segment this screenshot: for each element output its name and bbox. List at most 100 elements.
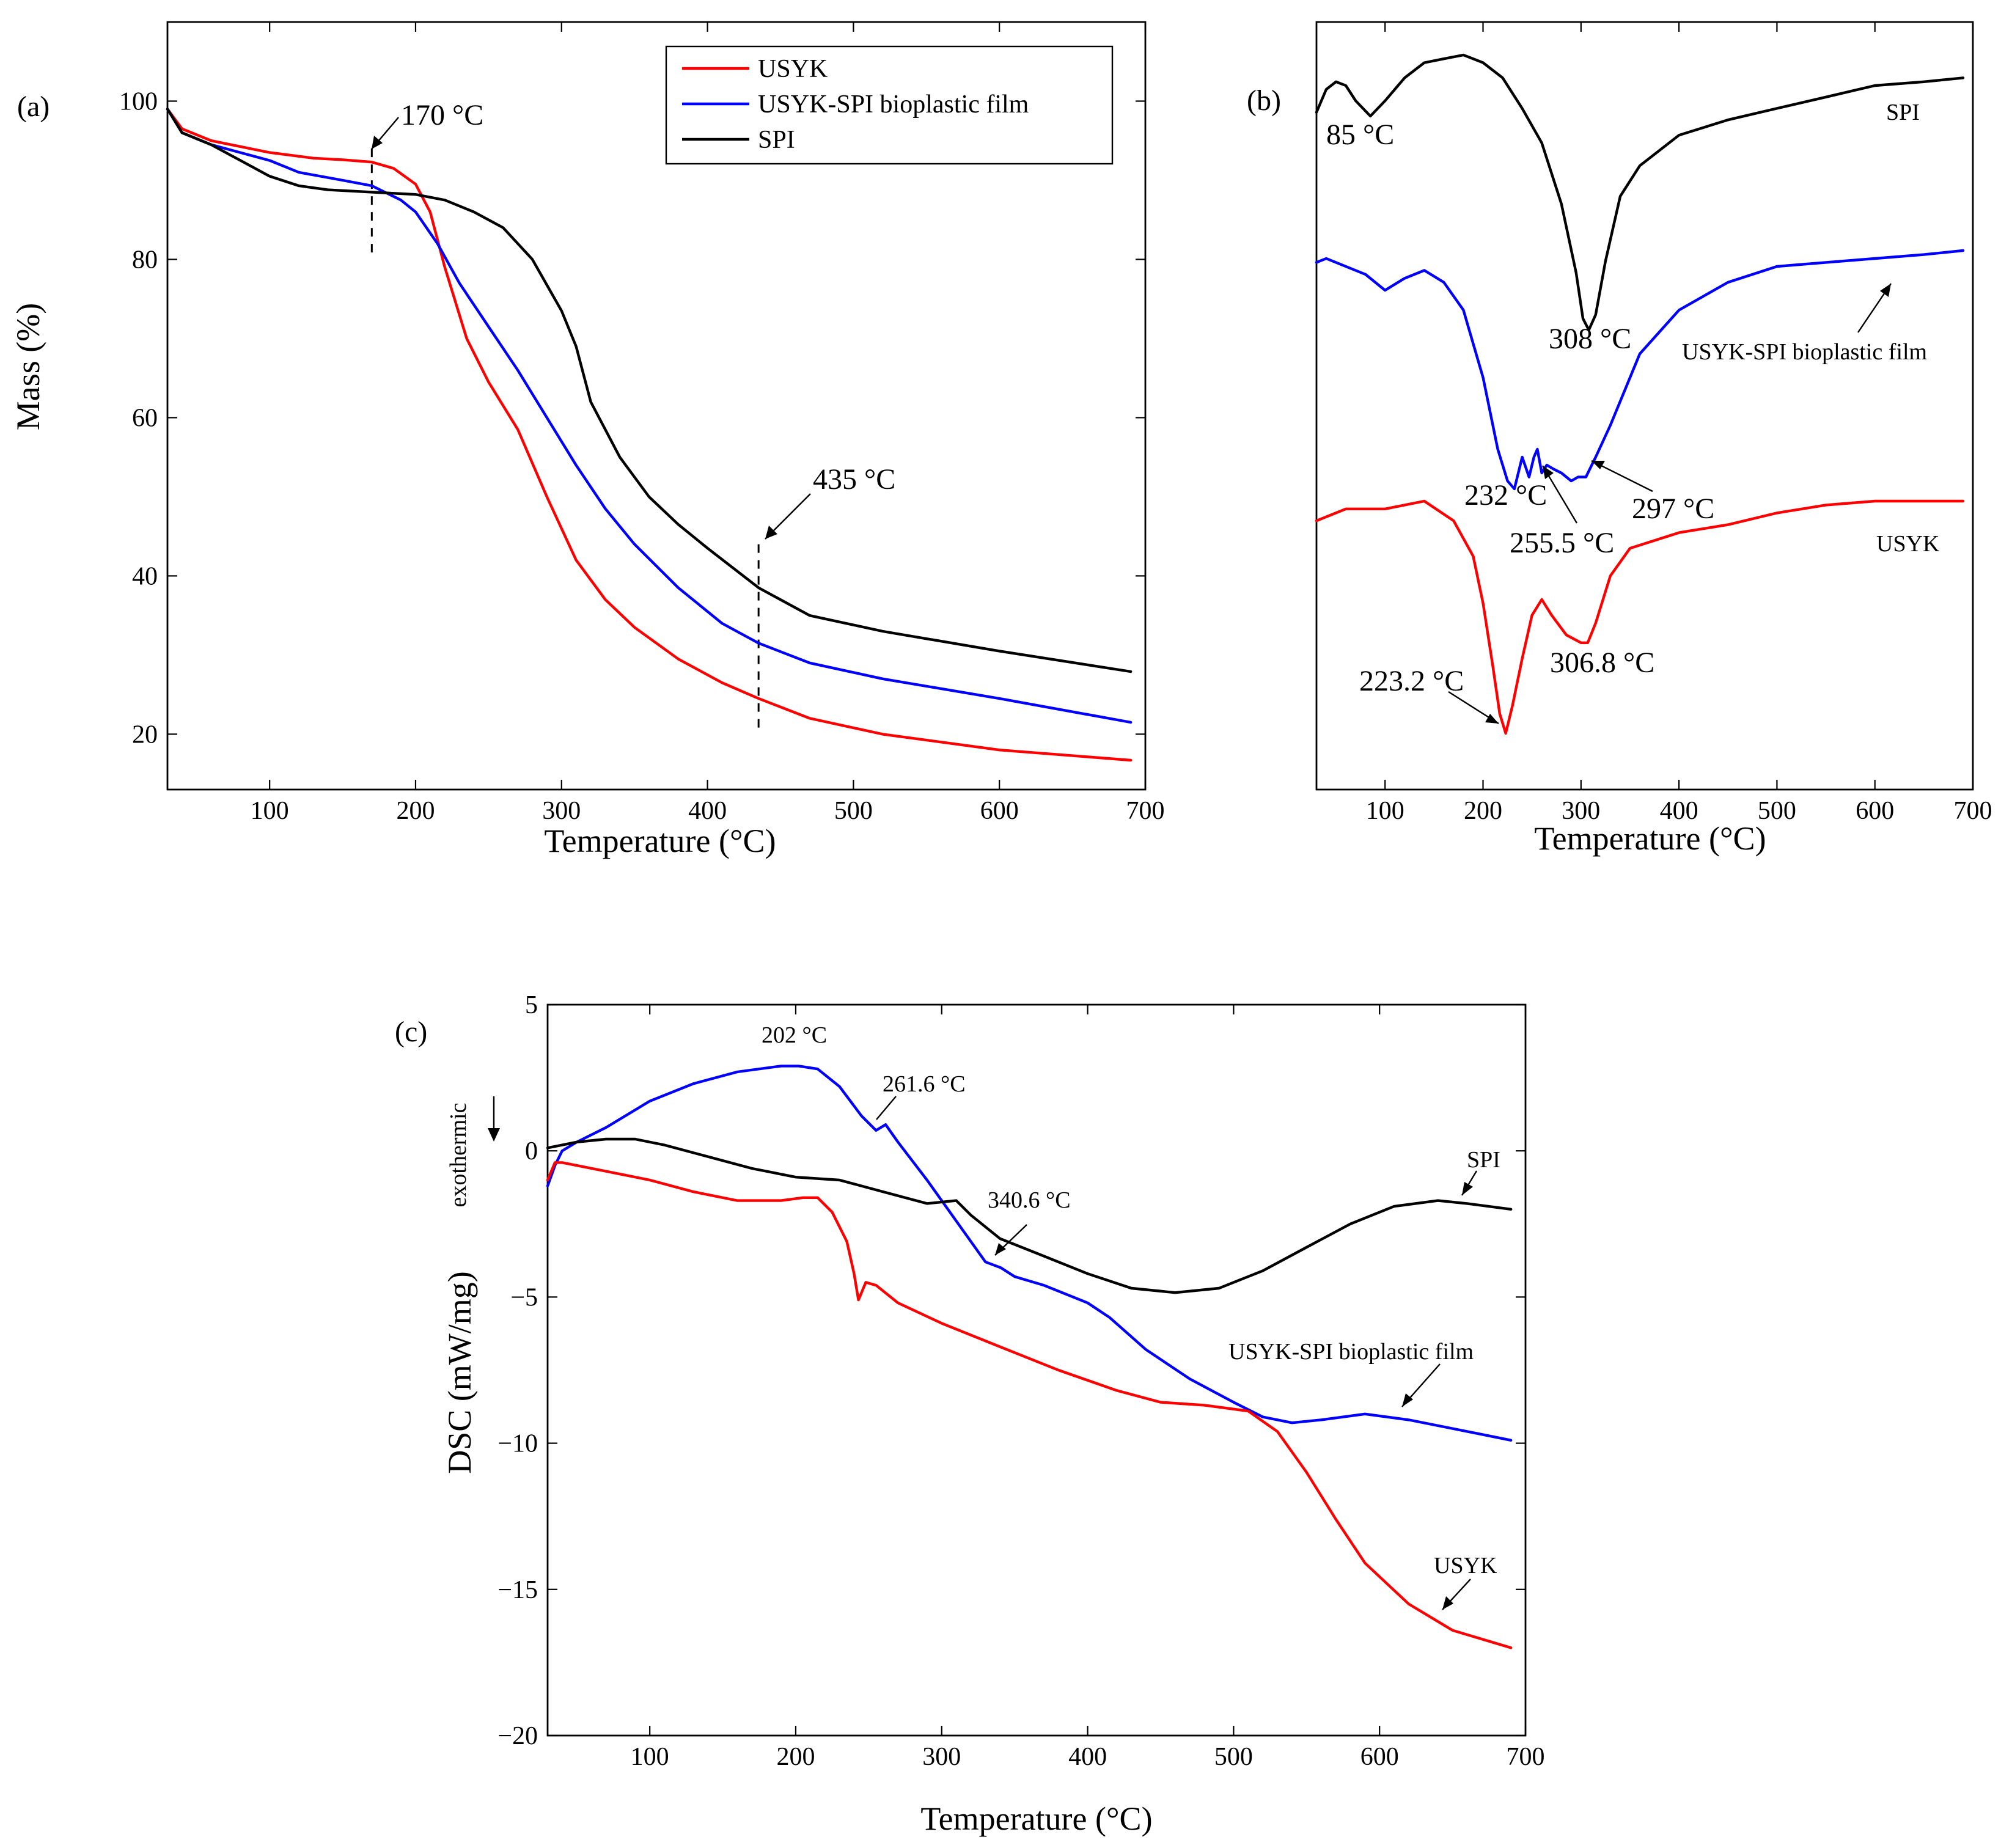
x-tick-label: 500 bbox=[1214, 1743, 1253, 1771]
panel-c-arrowhead-usyk-spi bbox=[1402, 1393, 1413, 1407]
panel-c-y-axis-title: DSC (mW/mg) bbox=[441, 1271, 478, 1474]
x-tick-label: 400 bbox=[688, 797, 727, 825]
y-tick-label: 60 bbox=[132, 404, 158, 432]
x-tick-label: 500 bbox=[834, 797, 873, 825]
x-tick-label: 300 bbox=[922, 1743, 961, 1771]
panel-a-y-axis-title: Mass (%) bbox=[10, 303, 46, 430]
panel-a-legend: USYK USYK-SPI bioplastic film SPI bbox=[665, 45, 1114, 165]
panel-c-exothermic-label: exothermic bbox=[446, 1103, 471, 1208]
y-tick-label: −15 bbox=[497, 1576, 538, 1604]
panel-b-label: (b) bbox=[1247, 84, 1281, 117]
x-tick-label: 200 bbox=[396, 797, 435, 825]
y-tick-label: 5 bbox=[525, 991, 538, 1019]
panel-c-y-axis: −20 −15 −10 −5 0 5 bbox=[497, 991, 1526, 1750]
panel-b-annotation-306-8: 306.8 °C bbox=[1550, 647, 1654, 679]
x-tick-label: 600 bbox=[980, 797, 1019, 825]
panel-b-arrowhead-223-2 bbox=[1485, 714, 1499, 724]
x-tick-label: 400 bbox=[1660, 797, 1698, 825]
panel-b-x-axis-title: Temperature (°C) bbox=[1534, 820, 1766, 857]
series-line-usyk-spi-bioplastic-film bbox=[1315, 249, 1965, 491]
x-tick-label: 500 bbox=[1758, 797, 1796, 825]
x-tick-label: 400 bbox=[1068, 1743, 1107, 1771]
y-tick-label: −10 bbox=[497, 1430, 538, 1458]
panel-c-x-axis-title: Temperature (°C) bbox=[920, 1800, 1152, 1837]
panel-c-arrowhead-340-6 bbox=[995, 1243, 1006, 1255]
x-tick-label: 200 bbox=[776, 1743, 815, 1771]
x-tick-label: 100 bbox=[1366, 797, 1404, 825]
y-tick-label: 100 bbox=[119, 87, 158, 116]
x-tick-label: 700 bbox=[1126, 797, 1165, 825]
panel-a-label: (a) bbox=[17, 90, 50, 123]
panel-b-annotation-223-2: 223.2 °C bbox=[1359, 665, 1464, 697]
series-line-usyk bbox=[1315, 499, 1965, 735]
panel-b-plot-frame bbox=[1315, 21, 1974, 791]
series-line-spi bbox=[546, 1137, 1513, 1294]
panel-a-plot-frame bbox=[166, 21, 1147, 791]
legend-label-spi: SPI bbox=[758, 126, 795, 154]
panel-b-arrowhead-usyk-spi bbox=[1880, 284, 1891, 297]
x-tick-label: 600 bbox=[1856, 797, 1894, 825]
y-tick-label: 20 bbox=[132, 721, 158, 749]
panel-a-tga-chart: 100 200 300 400 500 600 700 20 40 60 80 100 (a) Ma… bbox=[10, 21, 1165, 859]
y-tick-label: −5 bbox=[510, 1283, 538, 1311]
panel-c-annotation-261-6: 261.6 °C bbox=[883, 1071, 966, 1097]
y-tick-label: −20 bbox=[497, 1722, 538, 1750]
panel-b-x-axis: 100 200 300 400 500 600 700 bbox=[1366, 22, 1992, 825]
panel-b-series-label-usyk-spi: USYK-SPI bioplastic film bbox=[1682, 339, 1927, 365]
legend-label-usyk: USYK bbox=[758, 55, 828, 83]
panel-b-annotation-297: 297 °C bbox=[1632, 493, 1714, 525]
panel-b-series-label-spi: SPI bbox=[1886, 100, 1920, 125]
panel-c-x-axis: 100 200 300 400 500 600 700 bbox=[631, 1005, 1545, 1771]
series-line-usyk bbox=[166, 108, 1133, 762]
panel-c-series-label-usyk-spi: USYK-SPI bioplastic film bbox=[1228, 1339, 1474, 1365]
panel-c-arrowhead-spi bbox=[1462, 1182, 1473, 1195]
x-tick-label: 300 bbox=[542, 797, 581, 825]
x-tick-label: 300 bbox=[1562, 797, 1600, 825]
x-tick-label: 200 bbox=[1464, 797, 1502, 825]
panel-c-annotation-340-6: 340.6 °C bbox=[988, 1187, 1071, 1213]
panel-a-y-axis: 20 40 60 80 100 bbox=[119, 87, 1145, 749]
panel-c-annotation-202: 202 °C bbox=[762, 1022, 827, 1048]
panel-b-series-label-usyk: USYK bbox=[1876, 531, 1940, 557]
panel-c-arrowhead-usyk bbox=[1442, 1596, 1453, 1610]
panel-c-series-label-usyk: USYK bbox=[1434, 1553, 1497, 1579]
series-line-usyk-spi-bioplastic-film bbox=[546, 1065, 1513, 1442]
panel-b-annotation-232: 232 °C bbox=[1464, 479, 1547, 512]
panel-c-arrow-261-6 bbox=[876, 1096, 897, 1120]
y-tick-label: 80 bbox=[132, 246, 158, 274]
panel-c-series bbox=[546, 1065, 1513, 1649]
panel-a-x-axis-title: Temperature (°C) bbox=[544, 823, 776, 859]
series-line-spi bbox=[166, 108, 1133, 673]
panel-b-annotation-308: 308 °C bbox=[1549, 323, 1631, 355]
panel-b-dtg-chart: 100 200 300 400 500 600 700 (b) Temperature (°… bbox=[1247, 21, 1992, 857]
panel-c-label: (c) bbox=[395, 1016, 427, 1048]
panel-a-x-axis: 100 200 300 400 500 600 700 bbox=[251, 22, 1165, 825]
panel-b-arrowhead-297 bbox=[1592, 461, 1605, 469]
panel-a-annotation-170: 170 °C bbox=[401, 99, 483, 131]
panel-a-annotation-435: 435 °C bbox=[813, 463, 895, 496]
panel-a-arrowhead-170 bbox=[372, 136, 383, 149]
panel-a-series bbox=[166, 108, 1133, 762]
series-line-spi bbox=[1315, 53, 1965, 332]
x-tick-label: 100 bbox=[251, 797, 289, 825]
x-tick-label: 600 bbox=[1360, 1743, 1399, 1771]
panel-b-annotation-85: 85 °C bbox=[1326, 119, 1394, 151]
panel-b-annotation-255-5: 255.5 °C bbox=[1510, 527, 1614, 559]
series-line-usyk bbox=[546, 1161, 1513, 1649]
panel-a-arrowhead-435 bbox=[765, 526, 777, 539]
panel-c-dsc-chart: 100 200 300 400 500 600 700 −20−15−10−505 (c) … bbox=[395, 991, 1545, 1837]
y-tick-label: 40 bbox=[132, 562, 158, 590]
panel-b-arrowhead-255-5 bbox=[1543, 466, 1554, 479]
series-line-usyk-spi-bioplastic-film bbox=[166, 108, 1133, 724]
panel-b-series bbox=[1315, 53, 1965, 735]
panel-a-guides bbox=[370, 148, 760, 735]
x-tick-label: 700 bbox=[1954, 797, 1992, 825]
x-tick-label: 700 bbox=[1507, 1743, 1545, 1771]
y-tick-label: 0 bbox=[525, 1137, 538, 1165]
panel-c-exothermic-arrowhead bbox=[488, 1128, 500, 1142]
legend-label-usyk-spi: USYK-SPI bioplastic film bbox=[758, 90, 1029, 119]
panel-c-plot-frame bbox=[546, 1003, 1527, 1737]
x-tick-label: 100 bbox=[631, 1743, 669, 1771]
panel-c-series-label-spi: SPI bbox=[1467, 1147, 1500, 1173]
